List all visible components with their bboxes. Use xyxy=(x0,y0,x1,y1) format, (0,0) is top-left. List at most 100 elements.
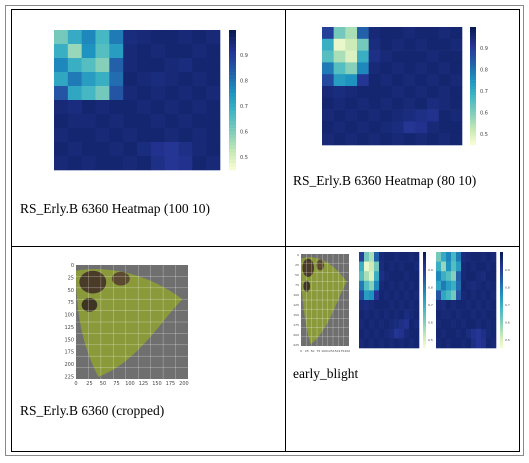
hm100-cell xyxy=(123,100,138,115)
hm80-cell xyxy=(368,27,381,40)
figure-frame xyxy=(5,5,524,456)
hm80-cell xyxy=(368,109,381,122)
combo-hm2-cell xyxy=(491,309,497,320)
hm80-cell xyxy=(403,97,416,110)
hm80-cell xyxy=(438,74,451,87)
combo-hm2-cell xyxy=(471,328,477,339)
hm80-cell xyxy=(333,27,346,40)
hm80-cell xyxy=(322,133,334,146)
hm80-cell xyxy=(438,109,451,122)
combo-hm1-cell xyxy=(399,290,405,301)
hm100-cell xyxy=(109,142,124,157)
hm80-colorbar-segment xyxy=(470,35,476,40)
combo-hm2-colorbar-segment xyxy=(500,292,503,296)
hm100-cell xyxy=(150,44,165,59)
combo-hm1-cell xyxy=(394,290,400,301)
hm80-cell xyxy=(438,97,451,110)
combo-hm2-colorbar-segment xyxy=(500,295,503,298)
combo-hm1-cell xyxy=(404,328,410,339)
hm100-cell xyxy=(192,44,207,59)
hm80-cell xyxy=(357,97,369,110)
hm80-cell xyxy=(368,62,381,75)
combo-hm1-cell xyxy=(379,309,385,320)
hm100-cell xyxy=(54,58,69,73)
hm80-cell xyxy=(322,50,334,63)
combo-hm2-colorbar-segment xyxy=(500,328,503,332)
combo-hm2-cell xyxy=(451,280,457,291)
combo-hm2-cell xyxy=(466,261,472,272)
combo-hm1-cell xyxy=(414,309,420,320)
hm100-cell xyxy=(95,142,110,157)
hm80-cell xyxy=(345,50,358,63)
hm100-colorbar-segment xyxy=(229,103,236,108)
combo-hm2-cell xyxy=(441,319,447,330)
hm80-colorbar-segment xyxy=(470,53,476,57)
hm100-colorbar-segment xyxy=(229,138,236,143)
combo-hm1-cell xyxy=(364,252,370,262)
combo-hm1-cell xyxy=(414,319,420,330)
hm80-cell xyxy=(357,121,369,134)
hm100-cell xyxy=(81,30,96,45)
leaf-y-tick: 0 xyxy=(71,263,74,269)
hm80-colorbar-segment xyxy=(470,133,476,137)
combo-hm1-colorbar-segment xyxy=(423,338,426,342)
hm80-colorbar-segment xyxy=(470,94,476,99)
combo-leaf-y-tick: 200 xyxy=(293,333,299,337)
combo-hm1-cell xyxy=(369,261,375,272)
hm80-cell xyxy=(415,121,428,134)
combo-hm2-cell xyxy=(461,309,467,320)
combo-hm1-cell xyxy=(384,280,390,291)
hm100-colorbar-segment xyxy=(229,117,236,122)
hm100-cell xyxy=(164,156,179,171)
combo-hm2-cell xyxy=(481,300,487,310)
hm100-cell xyxy=(137,58,152,73)
combo-hm1-cell xyxy=(374,338,380,349)
hm80-cell xyxy=(415,97,428,110)
hm100-cell xyxy=(67,142,82,157)
hm100-colorbar-segment xyxy=(229,54,236,59)
combo-hm2-cell xyxy=(446,290,452,301)
combo-hm2-cell xyxy=(436,300,442,310)
hm100-colorbar-segment xyxy=(229,72,236,76)
combo-hm1-cell xyxy=(359,309,365,320)
combo-hm2-colorbar-segment xyxy=(500,343,503,346)
combo-hm2-cell xyxy=(486,300,492,310)
combo-hm1-colorbar-segment xyxy=(423,266,426,270)
hm100-colorbar-segment xyxy=(229,89,236,94)
hm80-cell xyxy=(392,38,404,51)
combo-hm1-cell xyxy=(404,309,410,320)
combo-hm1-colorbar-segment xyxy=(423,340,426,344)
combo-hm2-colorbar-tick: 0.5 xyxy=(505,338,510,342)
hm80-cell xyxy=(427,86,439,99)
hm100-cell xyxy=(192,128,207,143)
combo-hm1-colorbar-segment xyxy=(423,295,426,298)
hm100-cell xyxy=(95,114,110,129)
combo-hm2-colorbar-tick: 0.8 xyxy=(505,285,510,289)
hm100-colorbar-tick: 0.7 xyxy=(240,104,248,110)
combo-hm2-cell xyxy=(466,309,472,320)
combo-leaf-y-tick: 0 xyxy=(297,253,299,257)
hm100-cell xyxy=(137,114,152,129)
hm80-colorbar-segment xyxy=(470,86,476,90)
hm80-cell xyxy=(427,74,439,87)
combo-hm2-cell xyxy=(481,280,487,291)
hm100-cell xyxy=(95,30,110,45)
hm100-cell xyxy=(206,44,221,59)
combo-hm2-cell xyxy=(436,328,442,339)
leaf-leaf xyxy=(76,269,183,377)
leaf-y-tick: 175 xyxy=(64,350,74,356)
hm80-cell xyxy=(333,74,346,87)
hm80-cell xyxy=(357,74,369,87)
combo-hm1-cell xyxy=(409,300,415,310)
combo-hm1-cell xyxy=(404,338,410,349)
combo-hm2-cell xyxy=(476,261,482,272)
hm100-cell xyxy=(123,30,138,45)
combo-hm2-cell xyxy=(446,300,452,310)
combo-hm1-cell xyxy=(384,290,390,301)
combo-hm2-cell xyxy=(486,252,492,262)
hm80-cell xyxy=(392,50,404,63)
hm80-cell xyxy=(438,121,451,134)
combo-hm1-cell xyxy=(409,290,415,301)
combo-hm1-colorbar-segment xyxy=(423,268,426,272)
hm80-cell xyxy=(380,121,393,134)
